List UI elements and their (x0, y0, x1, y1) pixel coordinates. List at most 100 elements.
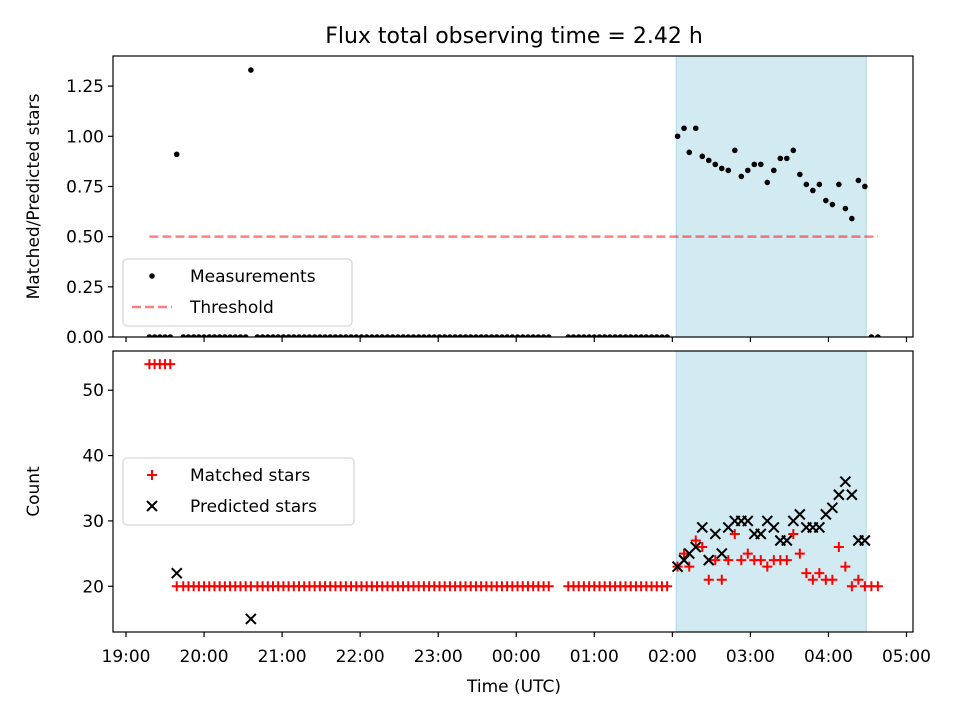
measurement-point (738, 173, 745, 180)
measurement-point (622, 334, 629, 337)
measurement-point (185, 334, 192, 337)
measurement-point (731, 147, 738, 154)
matched-star-point (827, 574, 838, 585)
legend-label: Matched stars (190, 466, 310, 486)
panel-top: 0.00 0.25 0.50 0.75 1.00 1.25 Matched/Predicte… (24, 55, 914, 348)
matched-star-point (684, 561, 695, 572)
predicted-star-point (703, 554, 715, 566)
measurement-point (493, 334, 500, 337)
predicted-star-point (690, 541, 702, 553)
measurement-point (317, 334, 323, 337)
legend: Matched stars Predicted stars (122, 457, 355, 526)
x-tick-label: 02:00 (648, 647, 697, 667)
measurement-point (363, 334, 370, 337)
measurement-point (842, 205, 849, 212)
matched-star-point (710, 555, 721, 566)
measurement-point (467, 334, 474, 337)
matched-star-point (762, 561, 773, 572)
measurement-point (499, 334, 505, 337)
y-tick-label: 50 (82, 381, 104, 401)
measurement-point (254, 334, 261, 337)
matched-star-point (679, 548, 690, 559)
measurement-point (535, 334, 542, 337)
matched-star-point (781, 555, 792, 566)
measurement-point (379, 334, 386, 337)
y-tick-label: 0.75 (66, 177, 104, 197)
measurement-point (353, 334, 360, 337)
measurement-point (332, 334, 339, 337)
measurement-point (810, 187, 816, 194)
measurement-point (157, 334, 163, 337)
measurement-point (167, 334, 174, 337)
measurement-point (751, 161, 758, 168)
measurement-point (744, 167, 751, 174)
matched-star-point (690, 535, 701, 546)
y-axis-label: Count (24, 466, 44, 517)
measurement-point (784, 155, 790, 162)
measurement-point (648, 334, 655, 337)
x-tick-label: 20:00 (180, 647, 229, 667)
matched-star-point (703, 574, 714, 585)
measurement-point (653, 334, 660, 337)
matched-star-point (794, 548, 805, 559)
measurement-point (275, 334, 282, 337)
measurement-point (348, 334, 354, 337)
matched-star-point (723, 555, 734, 566)
measurement-point (301, 334, 308, 337)
measurement-point (875, 334, 881, 337)
predicted-star-point (781, 534, 793, 547)
measurement-point (296, 334, 302, 337)
y-tick-label: 0.50 (66, 228, 104, 248)
measurement-point (699, 153, 706, 160)
legend-marker-matched (147, 470, 157, 480)
measurement-point (617, 334, 624, 337)
measurement-point (638, 334, 644, 337)
measurement-point (565, 334, 572, 337)
measurement-point (311, 334, 318, 337)
measurement-point (777, 155, 784, 162)
measurement-point (211, 334, 218, 337)
matched-star-point (736, 555, 747, 566)
matched-star-point (788, 528, 799, 539)
measurement-point (478, 334, 484, 337)
measurement-point (504, 334, 510, 337)
predicted-star-point (846, 489, 858, 501)
measurement-point (415, 334, 422, 337)
legend: Measurements Threshold (122, 258, 353, 327)
measurement-point (862, 183, 868, 190)
measurement-point (712, 161, 719, 168)
measurement-point (488, 334, 495, 337)
measurement-point (447, 334, 453, 337)
measurement-point (540, 334, 547, 337)
measurement-point (816, 181, 823, 188)
measurement-point (431, 334, 438, 337)
measurement-point (162, 334, 168, 337)
measurement-point (764, 179, 771, 186)
measurement-point (607, 334, 613, 337)
measurement-point (222, 334, 228, 337)
measurement-point (514, 334, 521, 337)
measurement-point (803, 181, 810, 188)
measurement-point (270, 334, 276, 337)
x-tick-label: 04:00 (804, 647, 853, 667)
measurement-point (242, 334, 249, 337)
measurement-point (686, 149, 693, 156)
chart-title: Flux total observing time = 2.42 h (325, 24, 703, 49)
measurement-point (868, 334, 875, 337)
legend-label: Measurements (190, 267, 316, 287)
y-tick-label: 0.00 (66, 328, 104, 348)
predicted-star-point (696, 521, 708, 534)
measurement-point (674, 133, 681, 140)
measurement-point (264, 334, 271, 337)
measurement-point (441, 334, 448, 337)
highlight-span (675, 55, 867, 338)
measurement-point (146, 334, 153, 337)
measurement-point (664, 334, 670, 337)
legend-marker-measurements (149, 273, 155, 279)
measurement-point (612, 334, 618, 337)
matched-star-point (801, 568, 812, 579)
measurement-point (462, 334, 469, 337)
y-tick-label: 0.25 (66, 278, 104, 298)
measurement-point (291, 334, 297, 337)
